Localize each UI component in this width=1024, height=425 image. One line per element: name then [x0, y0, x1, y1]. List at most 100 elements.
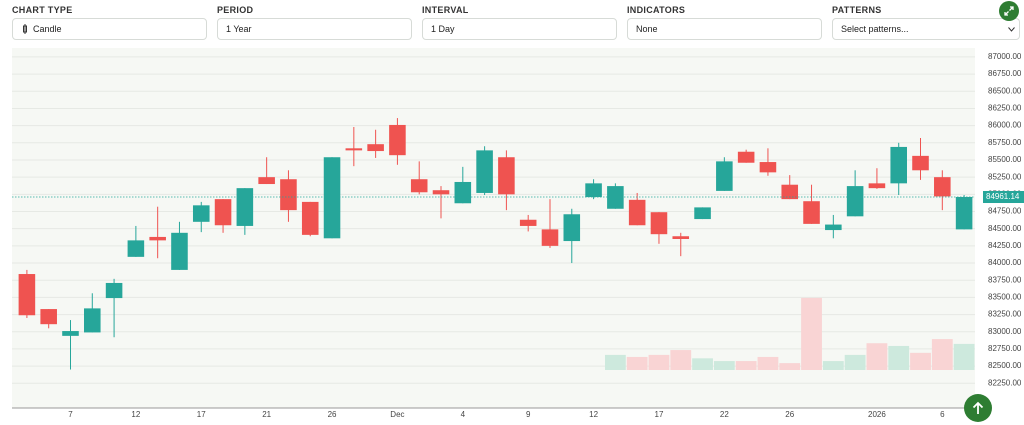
volume-bar: [757, 356, 779, 370]
x-tick-label: 12: [131, 410, 140, 419]
control-value: Select patterns...: [841, 24, 909, 34]
y-tick-label: 85000.00: [988, 189, 1022, 198]
candle-body: [803, 201, 820, 224]
volume-bar: [779, 363, 801, 370]
x-tick-label: 6: [940, 410, 945, 419]
x-tick-label: 12: [589, 410, 598, 419]
interval-select[interactable]: 1 Day: [422, 18, 617, 40]
x-tick-label: 4: [461, 410, 466, 419]
x-tick-label: 7: [68, 410, 73, 419]
y-tick-label: 85500.00: [988, 155, 1022, 164]
volume-bar: [844, 354, 866, 370]
candle-body: [737, 151, 755, 163]
plot-background: [12, 48, 975, 408]
y-tick-label: 82500.00: [988, 361, 1022, 370]
candle-body: [955, 197, 973, 230]
y-tick-label: 83750.00: [988, 275, 1022, 284]
y-tick-label: 83000.00: [988, 327, 1022, 336]
control-label: INDICATORS: [627, 5, 686, 15]
y-tick-label: 83500.00: [988, 292, 1022, 301]
candle-body: [563, 214, 581, 242]
arrow-up-icon: [972, 401, 984, 414]
candle-body: [519, 219, 537, 226]
y-tick-label: 86500.00: [988, 86, 1022, 95]
candle-body: [105, 282, 123, 299]
y-tick-label: 82250.00: [988, 378, 1022, 387]
control-label: INTERVAL: [422, 5, 469, 15]
volume-bar: [931, 339, 953, 370]
control-value: Candle: [33, 24, 62, 34]
volume-bar: [670, 350, 692, 370]
period-select[interactable]: 1 Year: [217, 18, 412, 40]
y-tick-label: 82750.00: [988, 344, 1022, 353]
last-price-label: 84961.14: [986, 192, 1020, 201]
control-label: PATTERNS: [832, 5, 882, 15]
volume-bar: [910, 352, 931, 370]
candle-body: [389, 124, 406, 156]
patterns-select[interactable]: Select patterns...: [832, 18, 1020, 40]
candle-body: [454, 181, 472, 204]
candle-body: [498, 157, 515, 195]
candle-body: [367, 144, 384, 152]
y-tick-label: 85250.00: [988, 172, 1022, 181]
y-tick-label: 84000.00: [988, 258, 1022, 267]
indicators-select[interactable]: None: [627, 18, 822, 40]
y-tick-label: 84750.00: [988, 207, 1022, 216]
y-tick-label: 83250.00: [988, 310, 1022, 319]
candle-body: [759, 162, 777, 173]
control-value: 1 Day: [431, 24, 455, 34]
candle-body: [607, 186, 624, 209]
candle-body: [934, 177, 951, 197]
candle-body: [781, 184, 799, 200]
candle-body: [258, 177, 275, 185]
patterns-control: PATTERNS Select patterns...: [832, 4, 1020, 40]
control-label: PERIOD: [217, 5, 254, 15]
candle-body: [432, 190, 450, 195]
fullscreen-button[interactable]: [999, 1, 1019, 21]
candle-body: [301, 201, 319, 235]
candle-body: [694, 207, 711, 220]
candle-body: [912, 155, 929, 171]
candle-body: [323, 157, 341, 239]
volume-bar: [822, 361, 844, 370]
volume-bar: [953, 343, 975, 370]
period-control: PERIOD 1 Year: [217, 4, 412, 40]
volume-bar: [604, 354, 626, 370]
candle-body: [236, 188, 254, 226]
candle-icon: [23, 24, 27, 34]
candle-body: [214, 199, 232, 226]
volume-bar: [692, 358, 713, 370]
y-tick-label: 86250.00: [988, 104, 1022, 113]
last-price-box: [983, 191, 1024, 204]
y-tick-label: 84500.00: [988, 224, 1022, 233]
candle-body: [410, 179, 428, 193]
candle-body: [846, 186, 864, 217]
x-tick-label: Dec: [390, 410, 404, 419]
expand-icon: [1004, 6, 1014, 16]
x-tick-label: 17: [197, 410, 206, 419]
x-tick-label: 22: [720, 410, 729, 419]
scroll-top-button[interactable]: [964, 394, 992, 422]
candle-body: [192, 205, 210, 222]
candle-body: [628, 199, 646, 226]
indicators-control: INDICATORS None: [627, 4, 822, 40]
candle-body: [890, 146, 907, 184]
candle-body: [345, 148, 363, 151]
candle-body: [541, 229, 559, 246]
candle-body: [62, 331, 79, 336]
y-tick-label: 86750.00: [988, 69, 1022, 78]
volume-bar: [713, 361, 735, 370]
x-tick-label: 26: [328, 410, 337, 419]
candle-body: [171, 232, 188, 270]
chart-type-select[interactable]: Candle: [12, 18, 207, 40]
y-tick-label: 84250.00: [988, 241, 1022, 250]
x-tick-label: 17: [655, 410, 664, 419]
candle-body: [40, 309, 57, 325]
candle-body: [716, 161, 733, 191]
dropdown-arrow: [1008, 26, 1015, 32]
volume-bar: [626, 356, 648, 370]
candle-body: [84, 308, 101, 333]
chart-type-control: CHART TYPE Candle: [12, 4, 207, 40]
